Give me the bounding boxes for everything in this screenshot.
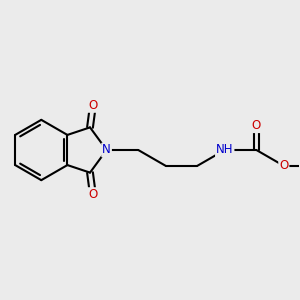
Text: O: O [252, 119, 261, 132]
Text: O: O [88, 99, 98, 112]
Text: O: O [88, 188, 98, 201]
Text: NH: NH [216, 143, 233, 157]
Text: O: O [279, 159, 288, 172]
Text: N: N [102, 143, 111, 157]
